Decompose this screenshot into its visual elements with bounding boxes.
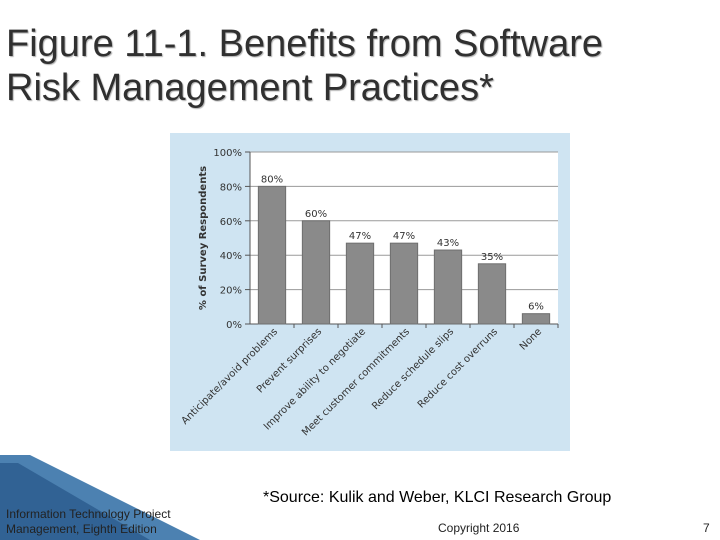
- y-tick-label: 80%: [220, 182, 242, 193]
- bar: [521, 313, 551, 325]
- y-tick-label: 0%: [226, 320, 242, 331]
- x-category-label: None: [518, 326, 544, 352]
- bar: [389, 242, 419, 325]
- x-category-label: Reduce schedule slips: [370, 326, 456, 412]
- bar-chart: 0% 20% 40% 60% 80% 100% % of Survey Respondent…: [180, 148, 559, 438]
- bar-value-label: 80%: [261, 174, 283, 185]
- bar-value-label: 35%: [481, 252, 503, 263]
- y-tick-label: 20%: [220, 286, 242, 297]
- footer-line2: Management, Eighth Edition: [6, 522, 157, 536]
- bar-value-label: 47%: [349, 231, 371, 242]
- chart-panel: 0% 20% 40% 60% 80% 100% % of Survey Respondent…: [170, 133, 570, 451]
- page-number: 7: [703, 521, 710, 535]
- bar: [477, 263, 507, 325]
- y-tick-label: 40%: [220, 251, 242, 262]
- y-tick-label: 60%: [220, 217, 242, 228]
- footer-book-title: Information Technology Project Managemen…: [6, 507, 186, 537]
- bar-value-label: 47%: [393, 231, 415, 242]
- x-category-label: Reduce cost overruns: [416, 326, 500, 410]
- bar-value-label: 60%: [305, 209, 327, 220]
- bar-value-label: 43%: [437, 238, 459, 249]
- copyright-text: Copyright 2016: [438, 521, 520, 535]
- bar: [257, 185, 287, 325]
- source-note: *Source: Kulik and Weber, KLCI Research …: [263, 489, 612, 506]
- bar: [345, 242, 375, 325]
- slide-title: Figure 11-1. Benefits from Software Risk…: [6, 22, 706, 110]
- footer-line1: Information Technology Project: [6, 507, 171, 521]
- y-tick-label: 100%: [213, 148, 242, 159]
- y-axis-label: % of Survey Respondents: [198, 166, 209, 310]
- slide-title-line1: Figure 11-1. Benefits from Software: [6, 23, 603, 65]
- bar: [301, 220, 331, 325]
- slide-title-line2: Risk Management Practices*: [6, 67, 494, 109]
- bar-value-label: 6%: [528, 302, 544, 313]
- corner-decoration: [0, 455, 200, 540]
- bar: [433, 249, 463, 325]
